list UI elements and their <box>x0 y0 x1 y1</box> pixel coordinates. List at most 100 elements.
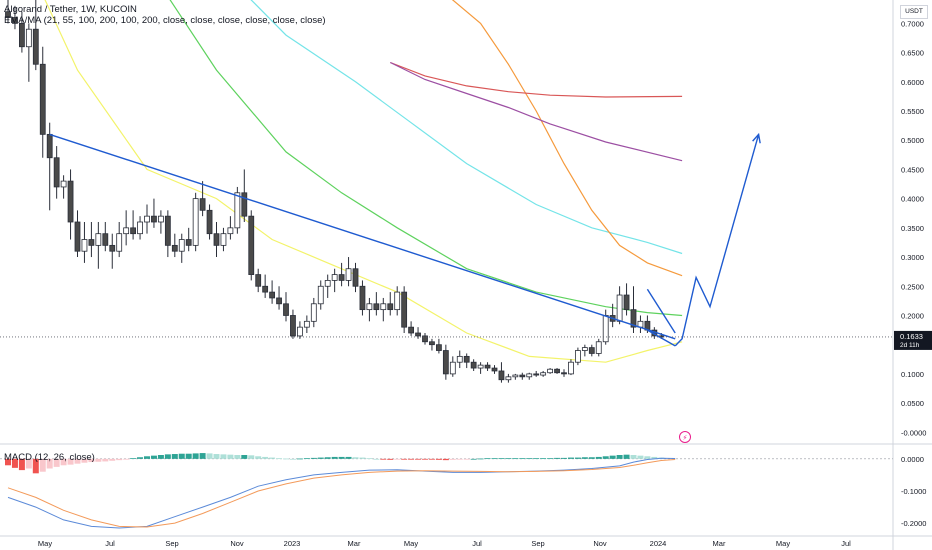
candle-body <box>67 180 74 223</box>
candle-body <box>109 244 116 252</box>
price-tick-label: 0.1000 <box>901 370 924 379</box>
candle-body <box>505 376 512 381</box>
macd-histogram-bar <box>39 458 46 472</box>
macd-histogram-bar <box>616 455 623 459</box>
macd-histogram-bar <box>109 458 116 461</box>
candle-body <box>470 361 477 369</box>
time-axis[interactable]: May Jul Sep Nov 2023 Mar May Jul Sep Nov 2024 Mar Ma… <box>38 539 851 548</box>
candle-body <box>303 320 310 328</box>
macd-histogram-bar <box>387 458 394 460</box>
candle-body <box>220 233 227 246</box>
ema-legend[interactable]: EMA/MA (21, 55, 100, 200, 100, 200, clos… <box>4 15 326 26</box>
ma-line-ma-200 <box>390 61 683 162</box>
macd-histogram-bar <box>130 458 137 460</box>
price-tick-label: 0.3000 <box>901 253 924 262</box>
candle-body <box>588 347 595 354</box>
time-tick-label: 2024 <box>650 539 667 548</box>
time-tick-label: Sep <box>531 539 544 548</box>
signal-line <box>7 459 676 528</box>
macd-histogram-bar <box>505 458 512 460</box>
candle-body <box>575 350 581 363</box>
macd-histogram-bar <box>53 458 60 467</box>
candle-body <box>206 209 213 235</box>
candle-body <box>32 28 39 65</box>
candle-body <box>185 239 192 246</box>
macd-histogram-bar <box>227 454 234 459</box>
candle-body <box>296 326 303 337</box>
candle-body <box>102 233 109 246</box>
lightning-icon: ⚡ <box>683 434 688 442</box>
candle-body <box>137 221 143 235</box>
candle-body <box>477 364 484 369</box>
candle-body <box>415 332 421 337</box>
macd-histogram-bar <box>164 454 171 459</box>
candle-body <box>46 133 53 159</box>
price-tick-label: 0.6000 <box>901 78 924 87</box>
time-tick-label: Nov <box>593 539 607 548</box>
price-tick-label: 0.4500 <box>901 165 924 174</box>
candle-body <box>157 215 164 223</box>
event-marker-circle <box>679 431 691 443</box>
candle-body <box>498 370 505 381</box>
candle-body <box>554 368 560 374</box>
macd-histogram-bar <box>526 458 533 460</box>
macd-histogram-bar <box>283 458 289 460</box>
macd-histogram-bar <box>422 458 428 460</box>
macd-histogram-bar <box>415 458 422 460</box>
candle-body <box>151 215 157 223</box>
macd-histogram-bar <box>561 457 567 459</box>
macd-histogram-bar <box>366 458 373 460</box>
macd-histogram-bar <box>102 458 109 462</box>
macd-histogram-bar <box>220 454 227 459</box>
candle-body <box>401 291 408 328</box>
candle-body <box>12 17 18 24</box>
macd-histogram-bar <box>331 456 338 459</box>
ma-line-ema-100 <box>250 0 683 255</box>
symbol-title[interactable]: Algorand / Tether, 1W, KUCOIN <box>4 4 137 15</box>
macd-histogram-bar <box>116 458 123 461</box>
bar-countdown-label: 2d 11h <box>900 342 920 349</box>
macd-histogram-bar <box>359 457 366 459</box>
price-tick-label: 0.6500 <box>901 49 924 58</box>
time-tick-label: May <box>404 539 418 548</box>
candle-body <box>81 239 88 252</box>
ma-line-ema-55 <box>169 0 683 317</box>
candle-body <box>484 364 491 369</box>
candle-body <box>144 215 150 223</box>
macd-legend[interactable]: MACD (12, 26, close) <box>4 452 95 463</box>
macd-histogram-bar <box>289 458 296 460</box>
macd-histogram-bar <box>95 458 102 462</box>
candle-body <box>241 192 248 217</box>
macd-histogram-bar <box>401 458 408 460</box>
candle-body <box>456 355 463 363</box>
currency-label[interactable]: USDT <box>900 5 928 19</box>
macd-histogram-bar <box>276 458 283 460</box>
candle-body <box>324 280 331 287</box>
macd-histogram-bar <box>32 458 39 474</box>
macd-histogram-bar <box>533 458 540 460</box>
macd-histogram-bar <box>442 458 449 461</box>
macd-histogram-bar <box>512 458 519 460</box>
macd-histogram-bar <box>428 458 435 460</box>
price-tick-label: -0.0000 <box>901 428 926 437</box>
candle-body <box>519 374 526 378</box>
price-tick-label: 0.5000 <box>901 136 924 145</box>
candle-body <box>345 268 352 281</box>
ma-line-ema-200 <box>451 0 683 277</box>
ma-line-ema-21 <box>44 0 683 363</box>
candle-body <box>283 303 289 316</box>
price-tick-label: 0.2000 <box>901 311 924 320</box>
macd-histogram-bar <box>324 457 331 459</box>
macd-histogram-bar <box>171 454 178 459</box>
trendline-downtrend <box>49 133 676 340</box>
candle-body <box>199 198 206 211</box>
macd-histogram-bar <box>456 458 463 460</box>
macd-histogram-bar <box>540 458 547 460</box>
time-tick-label: Jul <box>472 539 482 548</box>
macd-histogram-bar <box>644 456 651 459</box>
macd-histogram-bar <box>477 458 484 460</box>
price-tick-label: 0.4000 <box>901 195 924 204</box>
candle-body <box>276 297 282 305</box>
